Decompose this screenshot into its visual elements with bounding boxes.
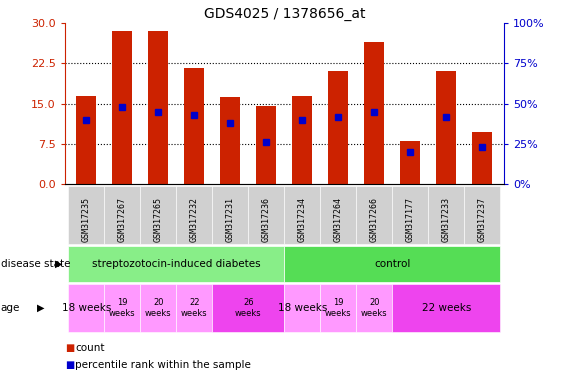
Text: GSM317236: GSM317236 xyxy=(262,197,271,242)
Text: GSM317266: GSM317266 xyxy=(370,197,379,242)
Title: GDS4025 / 1378656_at: GDS4025 / 1378656_at xyxy=(204,7,365,21)
Text: GSM317232: GSM317232 xyxy=(190,197,199,242)
Text: percentile rank within the sample: percentile rank within the sample xyxy=(75,360,251,370)
Bar xyxy=(436,71,456,184)
Text: streptozotocin-induced diabetes: streptozotocin-induced diabetes xyxy=(92,259,261,269)
Text: GSM317237: GSM317237 xyxy=(478,197,487,242)
Text: 18 weeks: 18 weeks xyxy=(278,303,327,313)
Bar xyxy=(292,96,312,184)
Bar xyxy=(256,106,276,184)
Text: GSM317264: GSM317264 xyxy=(334,197,343,242)
Text: 18 weeks: 18 weeks xyxy=(62,303,111,313)
Text: GSM317234: GSM317234 xyxy=(298,197,307,242)
Text: GSM317235: GSM317235 xyxy=(82,197,91,242)
Bar xyxy=(400,141,420,184)
Text: GSM317231: GSM317231 xyxy=(226,197,235,242)
Text: 20
weeks: 20 weeks xyxy=(361,298,387,318)
Text: GSM317233: GSM317233 xyxy=(442,197,451,242)
Text: age: age xyxy=(1,303,20,313)
Text: control: control xyxy=(374,259,410,269)
Text: GSM317267: GSM317267 xyxy=(118,197,127,242)
Text: 20
weeks: 20 weeks xyxy=(145,298,172,318)
Text: disease state: disease state xyxy=(1,259,70,269)
Bar xyxy=(113,31,132,184)
Text: count: count xyxy=(75,343,104,353)
Bar xyxy=(221,97,240,184)
Text: GSM317265: GSM317265 xyxy=(154,197,163,242)
Text: GSM317177: GSM317177 xyxy=(406,197,415,242)
Text: ■: ■ xyxy=(65,360,74,370)
Text: ■: ■ xyxy=(65,343,74,353)
Bar xyxy=(149,31,168,184)
Text: 19
weeks: 19 weeks xyxy=(325,298,352,318)
Text: 22 weeks: 22 weeks xyxy=(422,303,471,313)
Text: ▶: ▶ xyxy=(55,259,62,269)
Bar xyxy=(364,42,384,184)
Text: 26
weeks: 26 weeks xyxy=(235,298,262,318)
Text: ▶: ▶ xyxy=(37,303,44,313)
Text: 22
weeks: 22 weeks xyxy=(181,298,208,318)
Text: 19
weeks: 19 weeks xyxy=(109,298,136,318)
Bar xyxy=(472,132,492,184)
Bar xyxy=(185,68,204,184)
Bar xyxy=(77,96,96,184)
Bar xyxy=(328,71,348,184)
